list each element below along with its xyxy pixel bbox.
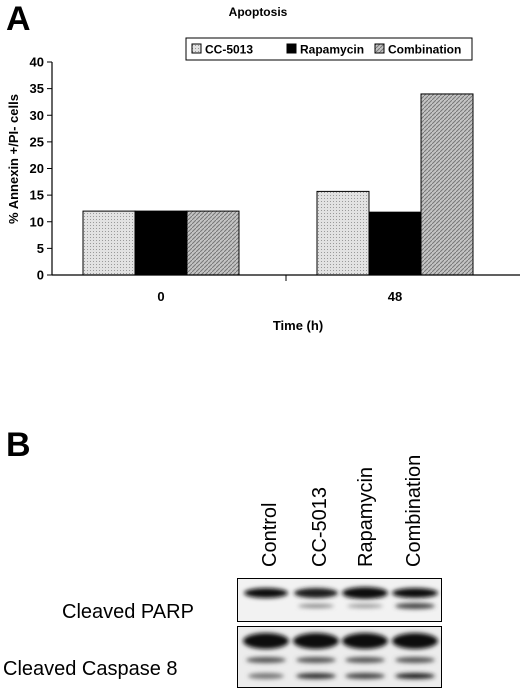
x-tick-label-48: 48 [388, 289, 402, 304]
legend-label-rapamycin: Rapamycin [300, 43, 364, 57]
legend: CC-5013 Rapamycin Combination [185, 37, 473, 61]
legend-swatch-combination [374, 43, 385, 54]
parp-blot-image [237, 578, 442, 622]
bar-cc-5013-0 [82, 210, 136, 276]
row-label-caspase8: Cleaved Caspase 8 [3, 658, 178, 680]
legend-label-cc-5013: CC-5013 [205, 43, 253, 57]
x-axis-label: Time (h) [273, 318, 323, 333]
y-tick-label-15: 15 [30, 188, 44, 203]
bar-rapamycin-0 [134, 210, 188, 276]
y-tick-label-30: 30 [30, 108, 44, 123]
chart-title: Apoptosis [229, 5, 288, 19]
legend-swatch-rapamycin [286, 43, 297, 54]
bar-rapamycin-48 [368, 211, 422, 276]
legend-swatch-cc-5013 [191, 43, 202, 54]
y-tick-label-10: 10 [30, 214, 44, 229]
bar-cc-5013-48 [316, 190, 370, 276]
y-tick-label-40: 40 [30, 55, 44, 70]
legend-label-combination: Combination [388, 43, 461, 57]
lane-label-control: Control [259, 502, 281, 567]
x-tick-label-0: 0 [157, 289, 164, 304]
panel-a-label: A [6, 0, 31, 38]
legend-box [185, 37, 473, 61]
y-tick-label-5: 5 [37, 241, 44, 256]
y-tick-label-25: 25 [30, 134, 44, 149]
y-axis-label: % Annexin +/PI- cells [6, 94, 21, 224]
y-tick-label-20: 20 [30, 161, 44, 176]
lane-label-combination: Combination [403, 454, 425, 567]
lane-label-rapamycin: Rapamycin [355, 466, 377, 567]
panel-b-label: B [6, 426, 31, 464]
caspase8-blot-image [237, 626, 442, 688]
lane-label-cc5013: CC-5013 [309, 486, 331, 567]
apoptosis-bar-chart: Apoptosis % Annexin +/PI- cells Time (h)… [6, 5, 520, 333]
y-tick-label-0: 0 [37, 268, 44, 283]
bar-combination-0 [186, 210, 240, 276]
bar-combination-48 [420, 93, 474, 276]
y-tick-label-35: 35 [30, 81, 44, 96]
row-label-parp: Cleaved PARP [62, 601, 194, 623]
